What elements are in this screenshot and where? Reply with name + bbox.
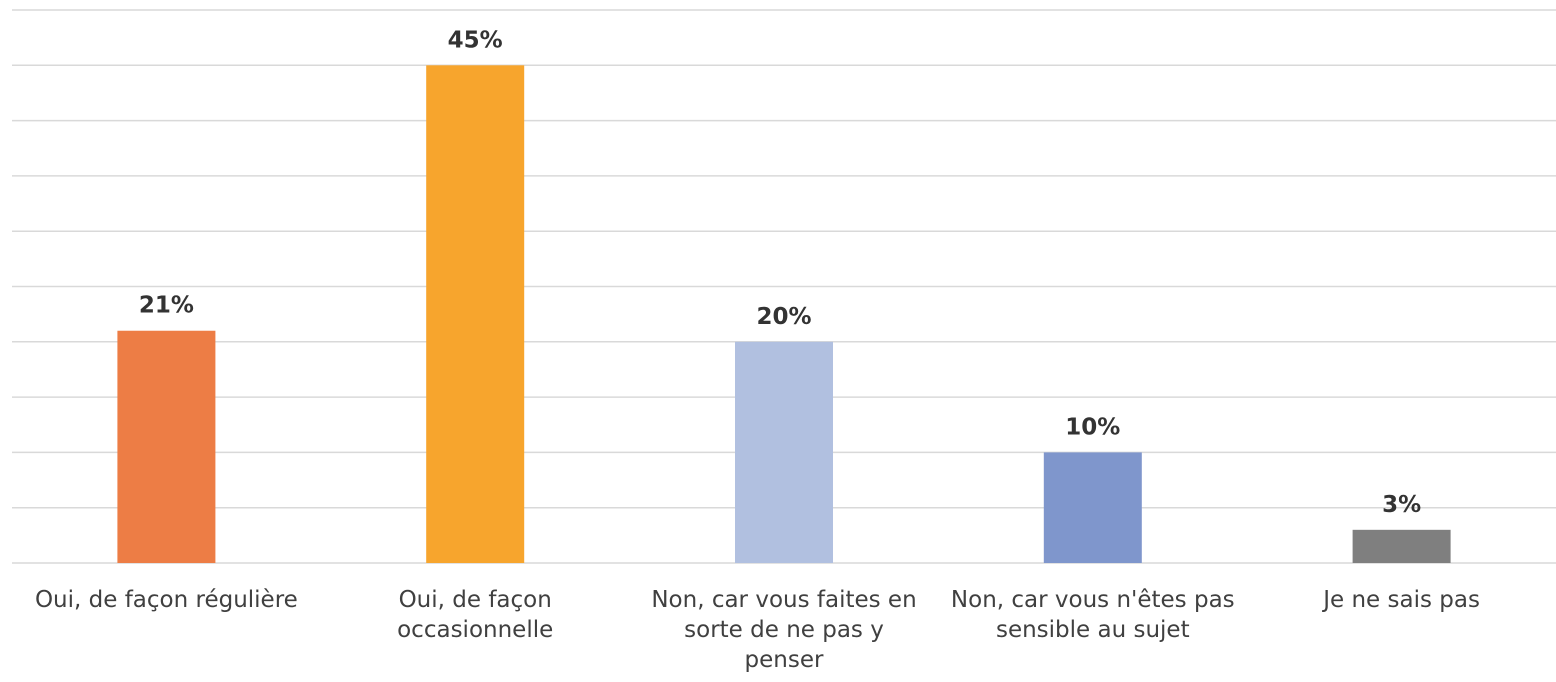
bar: [735, 341, 833, 563]
data-label: 20%: [756, 304, 811, 330]
bar: [117, 330, 216, 563]
bar: [1043, 452, 1142, 563]
x-tick-label: Oui, de façon régulière: [34, 587, 298, 613]
x-tick-label: Oui, de façon occasionnelle: [397, 587, 554, 643]
x-tick-label: Non, car vous faites en sorte de ne pas …: [651, 587, 917, 673]
x-tick-label: Non, car vous n'êtes pas sensible au suj…: [950, 587, 1235, 643]
data-label: 21%: [139, 293, 194, 319]
bar: [1352, 529, 1451, 563]
x-tick-label: Je ne sais pas: [1323, 587, 1480, 613]
bar: [426, 65, 525, 564]
data-label: 3%: [1382, 492, 1421, 518]
data-label: 45%: [448, 27, 503, 53]
data-label: 10%: [1065, 414, 1120, 440]
